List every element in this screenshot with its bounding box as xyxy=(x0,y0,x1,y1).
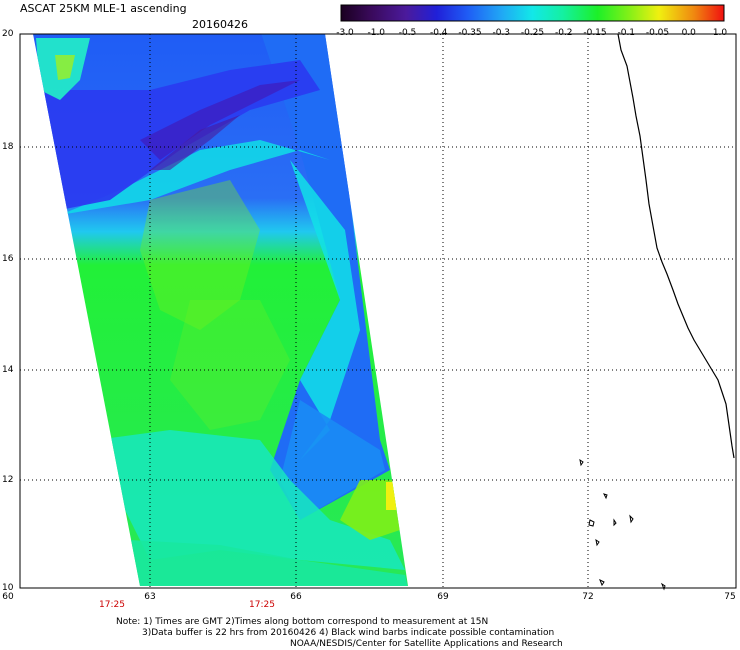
colorbar xyxy=(340,4,725,22)
map-date: 20160426 xyxy=(192,18,248,31)
lon-label-69: 69 xyxy=(437,592,449,602)
coastline xyxy=(617,33,735,459)
lon-label-60: 60 xyxy=(2,592,14,602)
colorbar-tick-label: 0.0 xyxy=(681,28,696,38)
map-frame xyxy=(19,33,737,589)
note-line-3: NOAA/NESDIS/Center for Satellite Applica… xyxy=(290,639,563,649)
colorbar-tick-label: -3.0 xyxy=(336,28,354,38)
colorbar-tick-label: -0.1 xyxy=(617,28,636,38)
lon-label-66: 66 xyxy=(290,592,302,602)
colorbar-tick-label: 1.0 xyxy=(712,28,728,38)
lat-label-18: 18 xyxy=(2,142,14,152)
lon-label-75: 75 xyxy=(724,592,736,602)
colorbar-tick-label: -0.5 xyxy=(398,28,417,38)
islands xyxy=(579,458,666,591)
colorbar-gradient xyxy=(340,4,725,22)
colorbar-tick-label: -0.15 xyxy=(583,28,607,38)
lat-label-20: 20 xyxy=(2,29,14,39)
lat-label-10: 10 xyxy=(2,583,14,593)
note-line-2: 3)Data buffer is 22 hrs from 20160426 4)… xyxy=(142,628,555,638)
grid-lines xyxy=(20,34,735,588)
lon-label-63: 63 xyxy=(144,592,156,602)
lat-label-12: 12 xyxy=(2,475,14,485)
lat-label-16: 16 xyxy=(2,254,14,264)
colorbar-tick-label: -0.2 xyxy=(554,28,573,38)
colorbar-tick-label: -0.25 xyxy=(520,28,545,38)
colorbar-tick-label: -0.3 xyxy=(492,28,511,38)
map-title: ASCAT 25KM MLE-1 ascending xyxy=(20,2,187,15)
wind-swath xyxy=(33,34,408,586)
colorbar-tick-label: -0.4 xyxy=(429,28,448,38)
note-line-1: Note: 1) Times are GMT 2)Times along bot… xyxy=(116,617,489,627)
colorbar-tick-label: -1.0 xyxy=(367,28,386,38)
colorbar-tick-label: -0.05 xyxy=(645,28,670,38)
pass-time-2: 17:25 xyxy=(249,600,275,610)
colorbar-tick-label: -0.35 xyxy=(458,28,482,38)
pass-time-1: 17:25 xyxy=(99,600,125,610)
lon-label-72: 72 xyxy=(582,592,594,602)
lat-label-14: 14 xyxy=(2,365,14,375)
